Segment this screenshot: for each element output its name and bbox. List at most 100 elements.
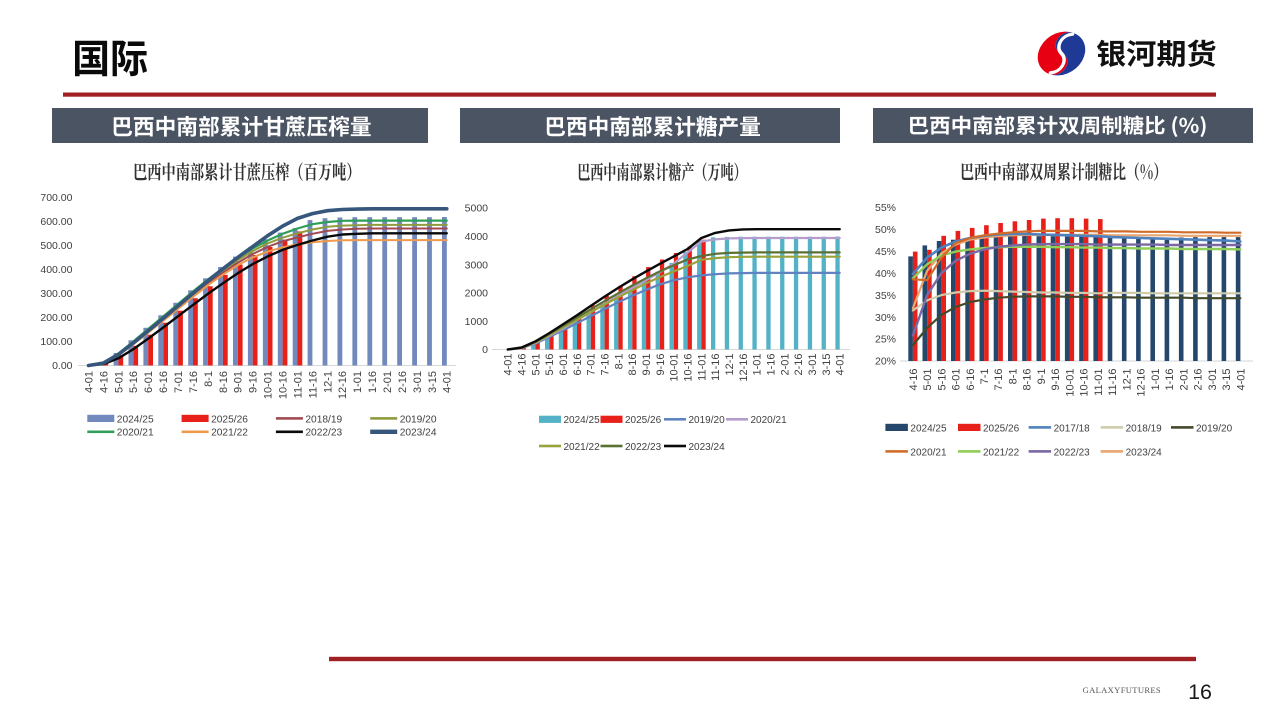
svg-text:2-16: 2-16	[397, 371, 409, 393]
svg-text:2018/19: 2018/19	[305, 414, 342, 425]
svg-text:200.00: 200.00	[40, 312, 72, 324]
svg-text:9-01: 9-01	[233, 371, 245, 393]
svg-text:1-16: 1-16	[1164, 369, 1176, 391]
svg-text:16: 16	[1188, 680, 1212, 704]
svg-text:2022/23: 2022/23	[625, 442, 662, 453]
svg-text:6-16: 6-16	[965, 369, 977, 391]
svg-text:7-01: 7-01	[173, 371, 185, 393]
svg-text:10-16: 10-16	[1079, 369, 1091, 397]
svg-text:9-01: 9-01	[641, 354, 653, 376]
svg-text:5-16: 5-16	[128, 371, 140, 393]
svg-text:500.00: 500.00	[40, 240, 72, 252]
svg-text:4-01: 4-01	[503, 354, 515, 376]
svg-text:7-16: 7-16	[993, 368, 1005, 390]
svg-text:2022/23: 2022/23	[305, 428, 342, 439]
svg-text:3-15: 3-15	[821, 354, 833, 376]
svg-text:0.00: 0.00	[52, 360, 73, 372]
svg-text:2025/26: 2025/26	[983, 423, 1020, 434]
svg-text:6-16: 6-16	[158, 371, 170, 393]
svg-text:30%: 30%	[875, 312, 896, 324]
svg-text:4-01: 4-01	[83, 371, 95, 393]
svg-text:12-1: 12-1	[322, 371, 334, 393]
svg-text:8-16: 8-16	[1022, 369, 1034, 391]
svg-text:1-16: 1-16	[766, 354, 778, 376]
svg-text:2023/24: 2023/24	[1126, 447, 1163, 458]
svg-text:12-16: 12-16	[738, 354, 750, 382]
svg-text:7-16: 7-16	[188, 371, 200, 393]
svg-text:2020/21: 2020/21	[751, 415, 788, 426]
svg-text:5-01: 5-01	[113, 371, 125, 393]
svg-text:5-01: 5-01	[530, 354, 542, 376]
svg-text:2024/25: 2024/25	[117, 414, 154, 425]
svg-text:45%: 45%	[875, 246, 896, 258]
svg-text:2017/18: 2017/18	[1054, 423, 1091, 434]
svg-text:2025/26: 2025/26	[625, 415, 662, 426]
svg-text:7-01: 7-01	[586, 354, 598, 376]
svg-text:20%: 20%	[875, 356, 896, 368]
svg-text:9-16: 9-16	[248, 371, 260, 393]
svg-text:2-01: 2-01	[1178, 369, 1190, 391]
svg-text:9-16: 9-16	[655, 354, 667, 376]
svg-text:2021/22: 2021/22	[564, 442, 601, 453]
svg-text:3-15: 3-15	[427, 371, 439, 393]
svg-text:8-1: 8-1	[613, 354, 625, 370]
svg-text:2020/21: 2020/21	[117, 428, 154, 439]
svg-text:2019/20: 2019/20	[400, 414, 437, 425]
svg-text:12-1: 12-1	[1121, 369, 1133, 391]
svg-text:2024/25: 2024/25	[564, 415, 601, 426]
svg-text:3-01: 3-01	[1207, 369, 1219, 391]
svg-text:11-16: 11-16	[307, 371, 319, 398]
svg-text:11-01: 11-01	[696, 354, 708, 381]
svg-text:2000: 2000	[465, 288, 489, 300]
svg-text:7-16: 7-16	[600, 354, 612, 376]
svg-text:7-1: 7-1	[979, 369, 991, 385]
svg-text:2025/26: 2025/26	[211, 414, 248, 425]
svg-text:5-16: 5-16	[936, 369, 948, 391]
svg-text:9-1: 9-1	[1036, 369, 1048, 385]
svg-text:5-01: 5-01	[922, 369, 934, 391]
svg-text:55%: 55%	[875, 202, 896, 214]
svg-text:4-01: 4-01	[1235, 369, 1247, 391]
svg-text:600.00: 600.00	[40, 216, 72, 228]
svg-text:0: 0	[482, 344, 488, 356]
svg-text:1-01: 1-01	[1150, 369, 1162, 391]
svg-text:25%: 25%	[875, 334, 896, 346]
svg-text:40%: 40%	[875, 268, 896, 280]
svg-text:400.00: 400.00	[40, 264, 72, 276]
svg-text:8-1: 8-1	[203, 371, 215, 387]
svg-text:3-01: 3-01	[412, 371, 424, 393]
svg-text:5000: 5000	[465, 203, 489, 215]
svg-text:11-16: 11-16	[1107, 369, 1119, 396]
svg-text:4000: 4000	[465, 231, 489, 243]
svg-text:6-16: 6-16	[572, 354, 584, 376]
svg-text:4-16: 4-16	[517, 354, 529, 376]
svg-text:2023/24: 2023/24	[689, 442, 726, 453]
svg-text:100.00: 100.00	[40, 336, 72, 348]
svg-text:10-01: 10-01	[1064, 369, 1076, 397]
svg-text:4-01: 4-01	[442, 371, 454, 393]
svg-text:10-16: 10-16	[278, 371, 290, 399]
svg-text:2-16: 2-16	[793, 354, 805, 376]
svg-text:2021/22: 2021/22	[983, 447, 1020, 458]
svg-text:300.00: 300.00	[40, 288, 72, 300]
svg-text:GALAXYFUTURES: GALAXYFUTURES	[1083, 685, 1161, 695]
svg-text:11-16: 11-16	[710, 354, 722, 381]
svg-text:50%: 50%	[875, 224, 896, 236]
svg-text:11-01: 11-01	[292, 371, 304, 398]
svg-text:5-16: 5-16	[544, 354, 556, 376]
svg-text:6-01: 6-01	[558, 354, 570, 376]
svg-text:4-16: 4-16	[908, 369, 920, 391]
svg-text:2021/22: 2021/22	[211, 428, 248, 439]
svg-text:4-16: 4-16	[98, 371, 110, 393]
svg-text:2018/19: 2018/19	[1126, 423, 1163, 434]
svg-text:1-01: 1-01	[352, 371, 364, 393]
svg-text:2024/25: 2024/25	[910, 423, 947, 434]
svg-text:10-16: 10-16	[683, 354, 695, 382]
svg-text:2022/23: 2022/23	[1054, 447, 1091, 458]
svg-text:2-01: 2-01	[382, 371, 394, 393]
svg-text:8-1: 8-1	[1008, 369, 1020, 385]
svg-text:11-01: 11-01	[1093, 369, 1105, 396]
svg-text:1000: 1000	[465, 316, 489, 328]
svg-text:700.00: 700.00	[40, 192, 72, 204]
svg-text:1-16: 1-16	[367, 371, 379, 393]
